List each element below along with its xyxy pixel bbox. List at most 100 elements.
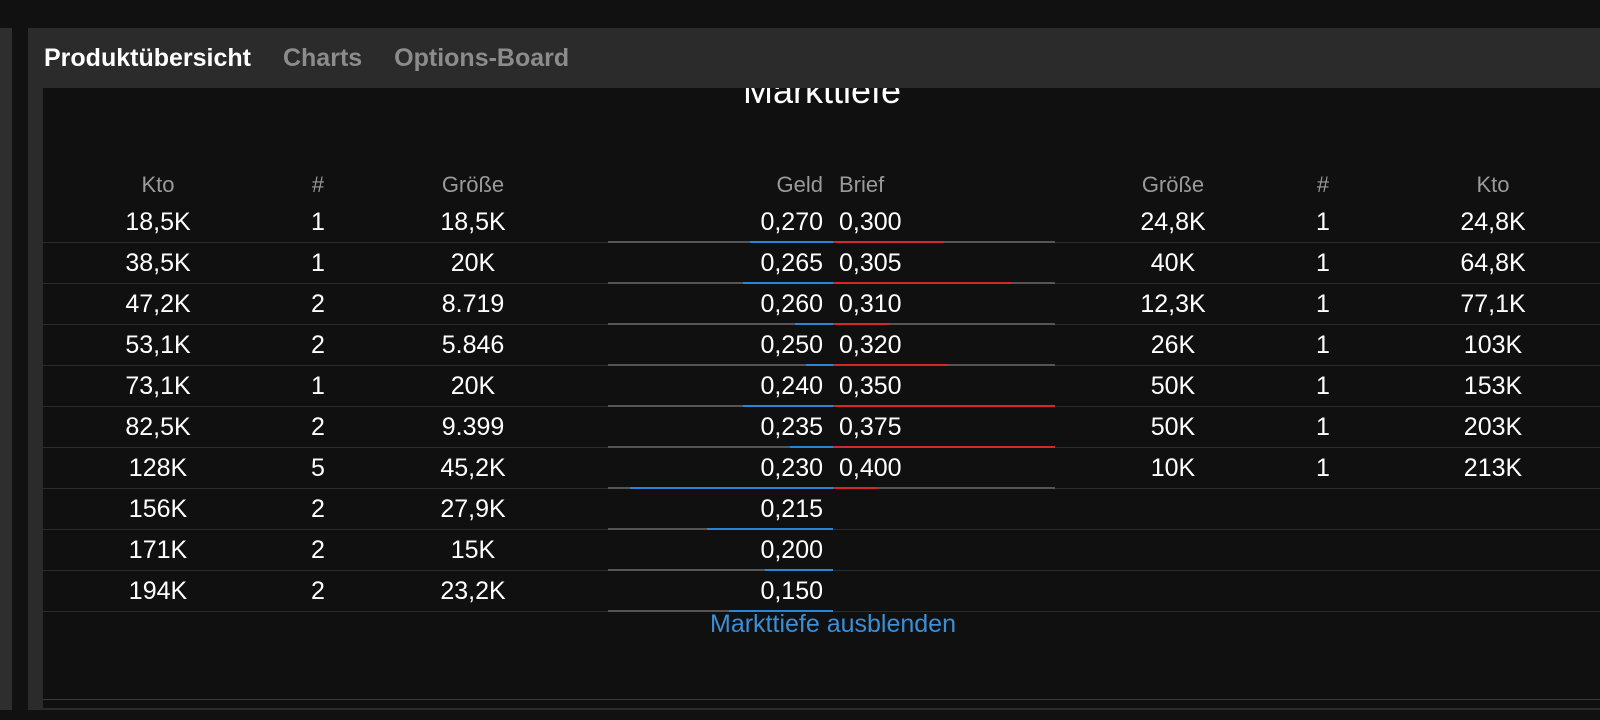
bid-size-cell: 9.399 — [441, 413, 505, 441]
bid-account-cell: 73,1K — [125, 372, 191, 400]
ask-price-cell: 0,320 — [839, 331, 902, 359]
bid-bar-track — [608, 323, 833, 325]
bid-size-cell: 27,9K — [440, 495, 506, 523]
bid-account-cell: 38,5K — [125, 249, 191, 277]
bid-count-cell: 1 — [311, 208, 325, 236]
header-ask-count: # — [1316, 172, 1330, 197]
header-bid-size: Größe — [441, 172, 505, 197]
ask-price-cell: 0,300 — [839, 208, 902, 236]
bid-count-cell: 1 — [311, 249, 325, 277]
bid-price-cell: 0,235 — [760, 413, 823, 441]
depth-row[interactable]: 194K 2 23,2K 0,150 — [43, 571, 1600, 612]
bid-bar-track — [608, 446, 833, 448]
bid-depth-bar — [729, 610, 833, 612]
ask-depth-bar — [833, 241, 944, 243]
ask-bar-track — [833, 241, 1055, 243]
bid-price-cell: 0,250 — [760, 331, 823, 359]
ask-account-cell: 77,1K — [1460, 290, 1526, 318]
ask-bar-track — [833, 487, 1055, 489]
ask-count-cell: 1 — [1316, 208, 1330, 236]
tab-options-board[interactable]: Options-Board — [394, 43, 570, 72]
ask-size-cell: 50K — [1150, 372, 1196, 400]
bid-depth-bar — [630, 487, 833, 489]
ask-account-cell: 203K — [1463, 413, 1523, 441]
ask-bar-track — [833, 323, 1055, 325]
product-panel: Produktübersicht Charts Options-Board Ma… — [28, 28, 1600, 710]
depth-row[interactable]: 53,1K 2 5.846 0,250 0,320 26K 1 103K — [43, 325, 1600, 366]
ask-depth-bar — [833, 282, 1011, 284]
ask-count-cell: 1 — [1316, 372, 1330, 400]
depth-row[interactable]: 82,5K 2 9.399 0,235 0,375 50K 1 203K — [43, 407, 1600, 448]
bid-account-cell: 156K — [128, 495, 188, 523]
market-depth-section: Markttiefe Kto # Größe Geld Brief Größe … — [42, 88, 1600, 708]
bid-depth-bar — [765, 569, 833, 571]
ask-account-cell: 24,8K — [1460, 208, 1526, 236]
bid-size-cell: 8.719 — [441, 290, 505, 318]
bid-bar-track — [608, 364, 833, 366]
ask-price-cell: 0,400 — [839, 454, 902, 482]
bid-price-cell: 0,215 — [760, 495, 823, 523]
bid-account-cell: 128K — [128, 454, 188, 482]
bid-account-cell: 194K — [128, 577, 188, 605]
ask-count-cell: 1 — [1316, 331, 1330, 359]
header-ask-account: Kto — [1476, 172, 1510, 197]
header-ask-price: Brief — [839, 172, 885, 197]
bid-count-cell: 1 — [311, 372, 325, 400]
depth-row[interactable]: 73,1K 1 20K 0,240 0,350 50K 1 153K — [43, 366, 1600, 407]
depth-row[interactable]: 156K 2 27,9K 0,215 — [43, 489, 1600, 530]
bid-size-cell: 15K — [450, 536, 496, 564]
hide-market-depth-link[interactable]: Markttiefe ausblenden — [710, 610, 956, 638]
bid-price-cell: 0,150 — [760, 577, 823, 605]
depth-row[interactable]: 128K 5 45,2K 0,230 0,400 10K 1 213K — [43, 448, 1600, 489]
bid-size-cell: 20K — [450, 249, 496, 277]
bid-count-cell: 5 — [311, 454, 325, 482]
tab-produktuebersicht[interactable]: Produktübersicht — [44, 43, 251, 72]
ask-price-cell: 0,350 — [839, 372, 902, 400]
bid-size-cell: 45,2K — [440, 454, 506, 482]
bid-price-cell: 0,240 — [760, 372, 823, 400]
bid-depth-bar — [750, 241, 833, 243]
bid-count-cell: 2 — [311, 495, 325, 523]
bid-account-cell: 47,2K — [125, 290, 191, 318]
ask-depth-bar — [833, 405, 1055, 407]
bid-bar-track — [608, 282, 833, 284]
ask-size-cell: 26K — [1150, 331, 1196, 359]
ask-price-cell: 0,375 — [839, 413, 902, 441]
bid-bar-track — [608, 241, 833, 243]
depth-row[interactable]: 171K 2 15K 0,200 — [43, 530, 1600, 571]
ask-account-cell: 64,8K — [1460, 249, 1526, 277]
ask-size-cell: 40K — [1150, 249, 1196, 277]
ask-account-cell: 153K — [1463, 372, 1523, 400]
ask-depth-bar — [833, 364, 948, 366]
bid-depth-bar — [806, 364, 833, 366]
depth-row[interactable]: 18,5K 1 18,5K 0,270 0,300 24,8K 1 24,8K — [43, 202, 1600, 243]
ask-count-cell: 1 — [1316, 249, 1330, 277]
bid-price-cell: 0,230 — [760, 454, 823, 482]
bid-size-cell: 23,2K — [440, 577, 506, 605]
bid-count-cell: 2 — [311, 413, 325, 441]
bid-count-cell: 2 — [311, 331, 325, 359]
bid-depth-bar — [743, 405, 833, 407]
ask-account-cell: 103K — [1463, 331, 1523, 359]
depth-row[interactable]: 47,2K 2 8.719 0,260 0,310 12,3K 1 77,1K — [43, 284, 1600, 325]
bid-size-cell: 18,5K — [440, 208, 506, 236]
bid-bar-track — [608, 610, 833, 612]
ask-size-cell: 24,8K — [1140, 208, 1206, 236]
bid-depth-bar — [795, 323, 833, 325]
bid-price-cell: 0,200 — [760, 536, 823, 564]
left-sidebar-edge — [0, 28, 12, 710]
section-title: Markttiefe — [742, 88, 902, 111]
bid-count-cell: 2 — [311, 290, 325, 318]
bid-price-cell: 0,265 — [760, 249, 823, 277]
bid-size-cell: 5.846 — [441, 331, 505, 359]
ask-price-cell: 0,310 — [839, 290, 902, 318]
bid-depth-bar — [743, 282, 833, 284]
bid-depth-bar — [790, 446, 833, 448]
ask-account-cell: 213K — [1463, 454, 1523, 482]
tab-charts[interactable]: Charts — [282, 43, 363, 72]
ask-depth-bar — [833, 487, 877, 489]
bid-count-cell: 2 — [311, 577, 325, 605]
bid-account-cell: 53,1K — [125, 331, 191, 359]
bid-size-cell: 20K — [450, 372, 496, 400]
depth-row[interactable]: 38,5K 1 20K 0,265 0,305 40K 1 64,8K — [43, 243, 1600, 284]
